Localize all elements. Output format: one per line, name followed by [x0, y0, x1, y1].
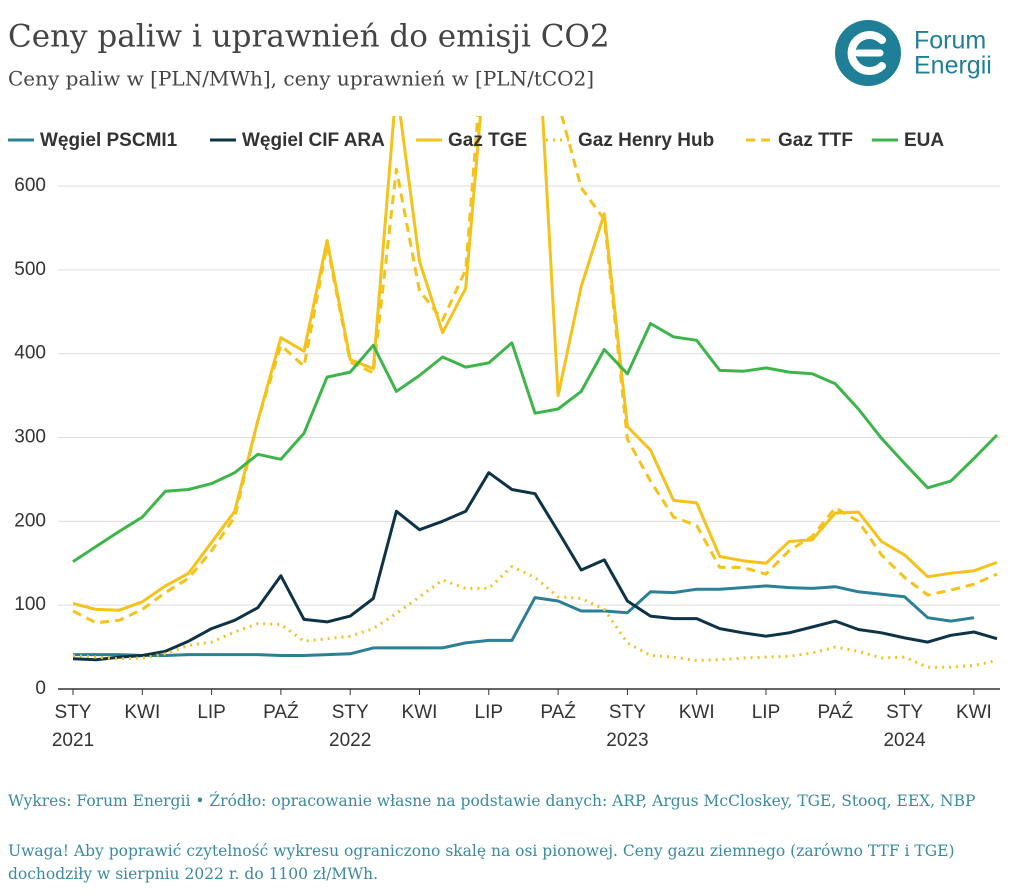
- logo-icon: [847, 31, 886, 75]
- logo-text: Energii: [914, 52, 992, 80]
- y-tick-label: 400: [14, 343, 46, 364]
- y-tick-label: 300: [14, 427, 46, 448]
- x-tick-label: STY: [332, 702, 369, 723]
- logo: Forum Energii: [835, 20, 992, 86]
- x-tick-label: KWI: [956, 702, 992, 723]
- x-tick-label: LIP: [752, 702, 781, 723]
- x-tick-label: PAŹ: [818, 702, 854, 723]
- x-tick-label: PAŹ: [540, 702, 576, 723]
- x-tick-label: LIP: [197, 702, 226, 723]
- x-tick-label: KWI: [402, 702, 438, 723]
- series-line: [72, 116, 998, 612]
- x-year-label: 2024: [883, 730, 926, 751]
- x-year-label: 2022: [329, 730, 371, 751]
- series-line: [72, 565, 998, 669]
- series-line: [72, 116, 998, 625]
- x-tick-label: STY: [55, 702, 92, 723]
- y-tick-label: 500: [14, 259, 46, 280]
- note: Uwaga! Aby poprawić czytelność wykresu o…: [8, 842, 955, 883]
- x-tick-label: KWI: [124, 702, 160, 723]
- y-tick-label: 200: [14, 510, 46, 531]
- plot-area: [72, 116, 999, 669]
- x-year-label: 2021: [52, 730, 94, 751]
- x-tick-label: STY: [609, 702, 646, 723]
- y-tick-label: 100: [14, 594, 46, 615]
- y-tick-label: 600: [14, 175, 46, 196]
- legend-label: EUA: [904, 130, 944, 151]
- chart-subtitle: Ceny paliw w [PLN/MWh], ceny uprawnień w…: [8, 67, 594, 91]
- x-tick-label: STY: [886, 702, 923, 723]
- legend-label: Węgiel PSCMI1: [40, 130, 178, 151]
- series-line: [72, 471, 998, 662]
- y-tick-label: 0: [35, 678, 46, 699]
- source: Wykres: Forum Energii • Źródło: opracowa…: [8, 792, 976, 810]
- x-tick-label: KWI: [679, 702, 715, 723]
- x-year-label: 2023: [606, 730, 648, 751]
- legend-label: Węgiel CIF ARA: [242, 130, 385, 151]
- chart-title: Ceny paliw i uprawnień do emisji CO2: [8, 19, 610, 55]
- series-line: [73, 584, 975, 657]
- legend-label: Gaz TGE: [448, 130, 527, 151]
- series-line: [72, 322, 999, 563]
- x-tick-label: PAŹ: [263, 702, 299, 723]
- x-tick-label: LIP: [475, 702, 504, 723]
- legend-label: Gaz Henry Hub: [578, 130, 714, 151]
- logo-text: Forum: [914, 27, 986, 55]
- legend-label: Gaz TTF: [778, 130, 853, 151]
